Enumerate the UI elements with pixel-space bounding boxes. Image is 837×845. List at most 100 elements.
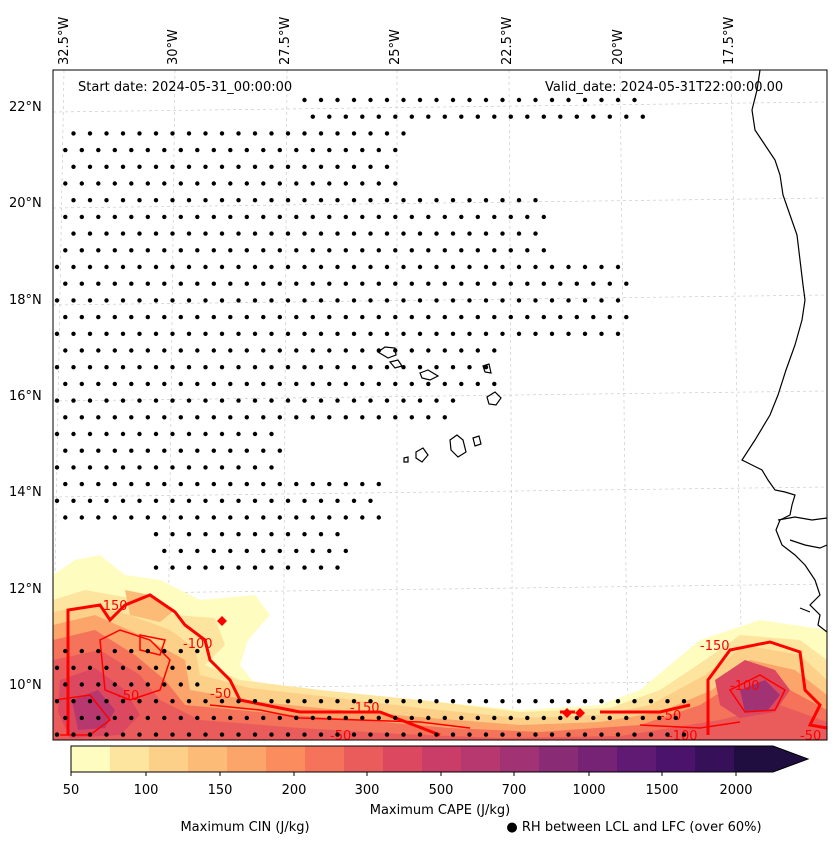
lon-tick: 32.5°W [57,17,72,65]
rh-dot [178,548,183,554]
rh-dot [170,465,175,470]
rh-dot [384,231,390,236]
rh-dot [162,448,167,453]
rh-dot [368,97,373,103]
map-frame [52,69,828,741]
rh-dot [318,298,324,303]
rh-dot [211,281,216,286]
rh-dot [335,198,340,203]
rh-dot [343,214,348,220]
cin-contour-label: -150 [98,599,128,614]
rh-dot [228,381,233,387]
rh-dot [558,715,563,721]
rh-dot [384,331,390,336]
rh-dot [186,298,192,303]
rh-dot [302,398,307,403]
rh-dot [63,181,68,186]
rh-dot [368,298,373,303]
rh-dot [129,682,134,687]
rh-dot [96,481,101,487]
rh-dot [186,264,192,270]
rh-dot [294,381,299,387]
rh-dot [302,532,307,537]
colorbar-label: Maximum CAPE (J/kg) [370,803,510,818]
rh-dot [87,732,93,737]
rh-dot [459,214,464,220]
rh-dot [195,481,200,487]
rh-dot [170,532,175,537]
rh-dot [71,398,76,403]
rh-dot [335,365,340,370]
rh-dot [71,198,76,203]
rh-dot [244,281,249,286]
rh-dot [195,715,200,721]
rh-dot [252,565,258,570]
rh-dot [417,264,423,270]
rh-legend-text: ● RH between LCL and LFC (over 60%) [506,820,761,835]
rh-dot [549,264,555,270]
rh-dot [219,565,225,570]
rh-dot [112,281,118,286]
rh-dot [54,699,60,704]
rh-dot [96,715,101,721]
rh-dot [63,248,68,253]
rh-dot [459,248,464,253]
rh-dot [335,231,340,236]
rh-dot [607,314,612,320]
rh-dot [170,665,175,670]
rh-dot [409,348,414,353]
rh-dot [302,231,307,236]
rh-dot [79,147,85,153]
rh-dot [318,331,324,336]
rh-dot [203,231,208,236]
latitude-ticks: 22°N 20°N 18°N 16°N 14°N 12°N 10°N [9,100,42,693]
rh-dot [228,248,233,253]
rh-dot [129,147,134,153]
rh-dot [203,331,208,336]
rh-dot [566,97,571,103]
rh-dot [393,114,398,119]
rh-dot [79,248,85,253]
rh-dot [310,548,315,554]
rh-dot [228,715,233,721]
rh-dot [351,365,357,370]
rh-dot [483,198,489,203]
rh-dot [162,548,167,554]
rh-dot [566,298,571,303]
rh-dot [162,481,167,487]
rh-dot [145,682,150,687]
rh-dot [318,198,324,203]
rh-dot [368,164,373,169]
rh-dot [120,198,126,203]
rh-dot [219,498,225,503]
rh-dot [104,198,109,203]
rh-dot [236,498,241,503]
rh-dot [252,198,258,203]
cin-contour-label: -50 [660,709,681,724]
rh-dot [112,214,118,220]
rh-dot [277,381,282,387]
rh-dot [632,732,637,737]
rh-dot [607,715,612,721]
rh-dot [219,264,225,270]
rh-dot [211,415,216,420]
rh-dot [178,682,183,687]
rh-dot [327,548,332,554]
rh-dot [327,147,332,153]
rh-dot [236,398,241,403]
rh-dot [285,565,291,570]
lon-tick: 30°W [166,29,181,65]
rh-dot [459,314,464,320]
rh-dot [648,732,654,737]
rh-dot [112,381,118,387]
rh-dot [277,181,282,186]
rh-dot [104,465,109,470]
rh-dot [211,147,216,153]
rh-dot [137,264,142,270]
rh-dot [129,381,134,387]
rh-dot [525,214,530,220]
rh-dot [417,699,423,704]
rh-dot [261,147,266,153]
rh-dot [153,431,159,437]
